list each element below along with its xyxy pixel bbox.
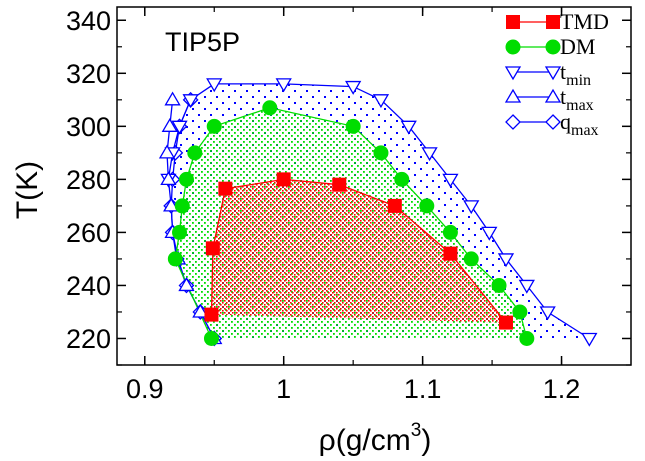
legend-marker-q-max: [505, 114, 521, 130]
axis-tick-labels: 0.9 1 1.1 1.2 220 240 260 280 300 320 340: [66, 6, 580, 404]
tmd-line: [210, 178, 507, 324]
legend-sub-t-min: min: [566, 72, 591, 89]
t-max-point: [163, 197, 180, 212]
dm-point: [345, 118, 361, 134]
y-tick-label: 220: [66, 324, 111, 354]
tmd-point: [387, 198, 402, 213]
tmd-point: [332, 177, 347, 192]
t-min-point: [171, 120, 188, 135]
dm-point: [167, 251, 183, 267]
legend-sub-t-max: max: [566, 97, 594, 114]
t-max-point: [161, 118, 178, 132]
y-tick-label: 260: [66, 218, 111, 248]
t-min-point: [400, 120, 417, 135]
t-min-point: [206, 78, 223, 93]
legend-marker-q-max: [545, 114, 561, 130]
t-max-point: [192, 303, 209, 318]
legend-marker-dm: [505, 39, 521, 55]
dm-point: [206, 118, 222, 134]
dm-point: [491, 277, 507, 293]
legend-marker-tmd: [546, 15, 560, 29]
series-markers: [158, 78, 598, 347]
t-min-point: [463, 200, 480, 215]
tmd-region-fill: [211, 179, 506, 323]
tmd-point: [218, 181, 233, 196]
dm-point: [203, 330, 219, 346]
dm-point: [178, 171, 194, 187]
x-tick-label: 1.1: [404, 374, 442, 404]
tmd-point: [204, 307, 219, 322]
t-min-point: [442, 173, 459, 188]
t-min-point: [372, 94, 390, 109]
legend-label-dm: DM: [560, 34, 595, 59]
dm-point: [442, 224, 458, 240]
y-tick-label: 340: [66, 6, 111, 36]
dm-point: [373, 145, 389, 161]
x-axis-title-close: ): [421, 424, 431, 457]
dm-point: [463, 251, 479, 267]
x-axis-title: ρ(g/cm3): [319, 420, 432, 457]
dm-point: [174, 198, 190, 214]
t-min-point: [182, 94, 199, 109]
t-max-point: [164, 91, 181, 106]
y-tick-label: 240: [66, 271, 111, 301]
x-tick-label: 1: [276, 374, 291, 404]
region-fills: [168, 83, 590, 339]
tmd-point: [276, 172, 291, 187]
t-min-point: [275, 78, 292, 93]
t-min-point: [539, 306, 556, 321]
plot-frame: [116, 6, 632, 366]
tmd-point: [498, 315, 513, 330]
dm-point: [262, 100, 278, 116]
dm-point: [512, 304, 528, 320]
t-max-point: [178, 277, 195, 292]
tmd-point: [443, 246, 458, 261]
dm-point: [187, 145, 203, 161]
axis-ticks: [117, 7, 631, 366]
t-min-point: [518, 279, 535, 294]
y-tick-label: 300: [66, 112, 111, 142]
t-min-point: [581, 332, 598, 347]
dm-point: [419, 198, 435, 214]
y-tick-label: 320: [66, 59, 111, 89]
x-axis-title-sup: 3: [411, 420, 422, 441]
dm-point: [172, 224, 188, 240]
t-max-point: [160, 171, 177, 186]
legend-marker-dm: [545, 39, 561, 55]
t-max-point: [158, 144, 176, 159]
y-axis-title: T(K): [11, 161, 44, 219]
legend-marker-t-max: [504, 88, 522, 103]
y-tick-label: 280: [66, 165, 111, 195]
x-axis-title-main: ρ(g/cm: [319, 424, 411, 457]
dm-point: [394, 171, 410, 187]
tmd-point: [205, 241, 220, 256]
t-min-point: [345, 80, 362, 95]
x-tick-label: 1.2: [543, 374, 581, 404]
legend-marker-t-min: [504, 66, 522, 81]
legend-marker-t-max: [544, 88, 562, 103]
legend-label-tmd: TMD: [560, 9, 609, 34]
inset-label: TIP5P: [165, 27, 240, 57]
x-tick-label: 0.9: [126, 374, 164, 404]
legend-marker-t-min: [544, 66, 562, 81]
legend-sub-q-max: max: [571, 122, 599, 139]
legend-marker-tmd: [506, 15, 520, 29]
t-min-point: [421, 147, 438, 162]
dm-point: [519, 330, 535, 346]
t-min-point: [497, 253, 515, 268]
t-min-point: [481, 226, 498, 241]
